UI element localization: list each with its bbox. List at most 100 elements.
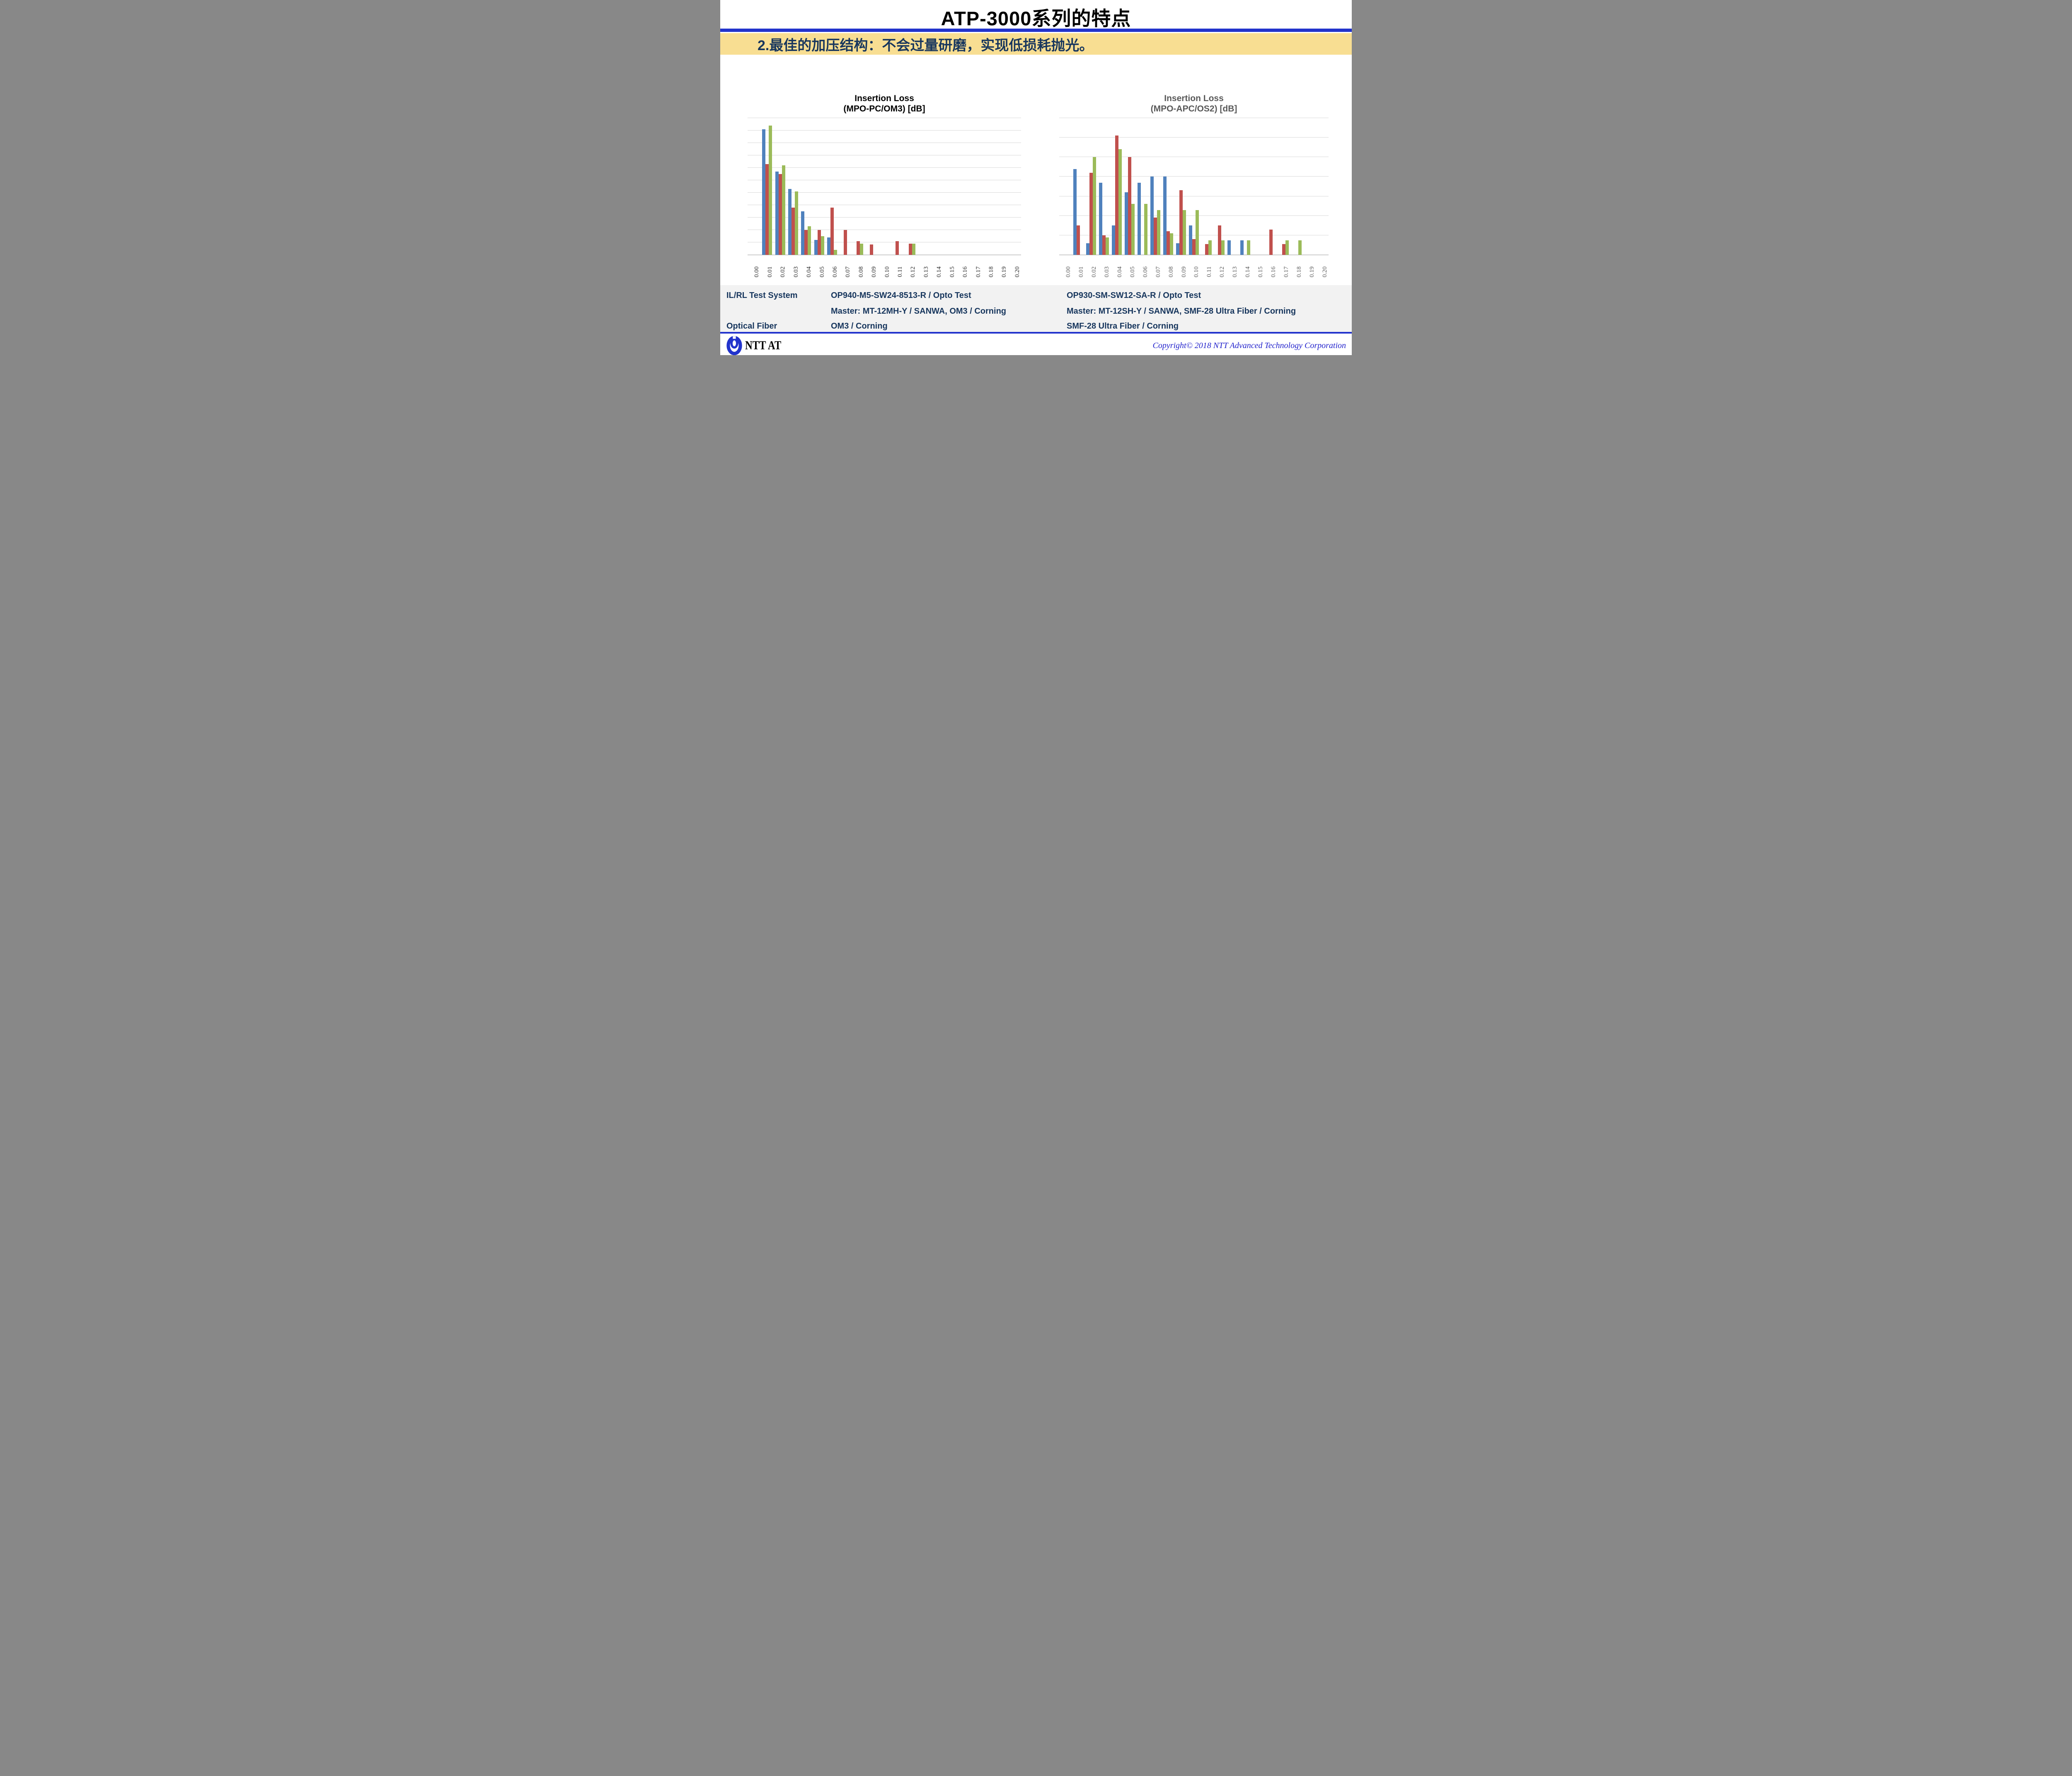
bar-group-0.04 bbox=[1111, 118, 1123, 255]
series-red-bar-0.06 bbox=[830, 208, 834, 255]
chart-title-line1: Insertion Loss bbox=[1164, 94, 1224, 103]
x-tick-label-0.19: 0.19 bbox=[1001, 266, 1008, 278]
bar-group-0.19 bbox=[1303, 118, 1316, 255]
series-blue-bar-0.04 bbox=[1112, 225, 1116, 255]
gridline bbox=[748, 130, 1021, 131]
bar-group-0.20 bbox=[1316, 118, 1329, 255]
bar-groups bbox=[748, 118, 1021, 255]
bar-group-0.01 bbox=[1072, 118, 1085, 255]
x-tick-label-0.00: 0.00 bbox=[753, 266, 760, 278]
x-tick-label-0.10: 0.10 bbox=[1193, 266, 1200, 278]
bar-group-0.07 bbox=[1149, 118, 1162, 255]
x-tick-label-0.13: 0.13 bbox=[922, 266, 929, 278]
x-tick-label-0.08: 0.08 bbox=[1167, 266, 1174, 278]
bar-group-0.20 bbox=[1008, 118, 1021, 255]
spec-right-optical-fiber: SMF-28 Ultra Fiber / Corning bbox=[1067, 322, 1179, 331]
series-blue-bar-0.09 bbox=[1176, 243, 1180, 255]
series-red-bar-0.11 bbox=[1205, 244, 1208, 255]
series-green-bar-0.11 bbox=[1208, 240, 1212, 255]
x-axis-labels: 0.00 0.01 0.02 0.03 0.04 0.05 0.06 0.07 0.08 0.09… bbox=[748, 256, 1021, 288]
series-green-bar-0.12 bbox=[1221, 240, 1225, 255]
series-red-bar-0.03 bbox=[791, 208, 795, 255]
spec-row-label-optical-fiber: Optical Fiber bbox=[726, 322, 777, 331]
bar-group-0.03 bbox=[1098, 118, 1111, 255]
series-blue-bar-0.07 bbox=[1150, 177, 1154, 255]
series-blue-bar-0.10 bbox=[1189, 225, 1192, 255]
series-red-bar-0.08 bbox=[857, 241, 860, 255]
x-tick-label-0.20: 0.20 bbox=[1014, 266, 1021, 278]
x-tick-label-0.18: 0.18 bbox=[988, 266, 995, 278]
x-tick-label-0.03: 0.03 bbox=[1103, 266, 1110, 278]
x-tick-label-0.20: 0.20 bbox=[1322, 266, 1329, 278]
page-title: ATP-3000系列的特点 bbox=[941, 7, 1131, 29]
bar-group-0.00 bbox=[748, 118, 760, 255]
x-tick-label-0.09: 0.09 bbox=[1180, 266, 1187, 278]
x-tick-label-0.12: 0.12 bbox=[1219, 266, 1226, 278]
chart-title-line1: Insertion Loss bbox=[854, 94, 914, 103]
bar-group-0.13 bbox=[1226, 118, 1239, 255]
series-green-bar-0.04 bbox=[808, 226, 811, 255]
bar-group-0.08 bbox=[1162, 118, 1175, 255]
subtitle-text: 2.最佳的加压结构：不会过量研磨，实现低损耗抛光。 bbox=[758, 37, 1094, 53]
series-blue-bar-0.03 bbox=[788, 189, 792, 255]
series-green-bar-0.03 bbox=[794, 191, 798, 255]
ntt-at-logo: NTT AT bbox=[726, 336, 789, 355]
bar-group-0.02 bbox=[774, 118, 787, 255]
series-green-bar-0.12 bbox=[912, 244, 915, 255]
bar-group-0.03 bbox=[787, 118, 799, 255]
series-green-bar-0.07 bbox=[1157, 210, 1161, 255]
plot-area bbox=[1059, 118, 1329, 255]
x-tick-label-0.15: 0.15 bbox=[1257, 266, 1264, 278]
gridline bbox=[748, 167, 1021, 168]
ntt-logo-mark-icon bbox=[726, 336, 742, 355]
series-red-bar-0.10 bbox=[1192, 239, 1196, 255]
series-red-bar-0.12 bbox=[908, 244, 912, 255]
bar-group-0.09 bbox=[1175, 118, 1188, 255]
x-tick-label-0.15: 0.15 bbox=[949, 266, 956, 278]
bar-group-0.18 bbox=[982, 118, 995, 255]
series-blue-bar-0.01 bbox=[1073, 169, 1077, 255]
series-blue-bar-0.02 bbox=[775, 172, 779, 255]
bar-group-0.05 bbox=[813, 118, 825, 255]
bar-group-0.01 bbox=[760, 118, 773, 255]
gridline bbox=[1059, 215, 1329, 216]
chart-title-line2: (MPO-APC/OS2) [dB] bbox=[1150, 104, 1237, 114]
spec-left-test-system-line2: Master: MT-12MH-Y / SANWA, OM3 / Corning bbox=[831, 307, 1006, 316]
plot-area bbox=[748, 118, 1021, 255]
series-red-bar-0.01 bbox=[1077, 225, 1080, 255]
bar-group-0.17 bbox=[1277, 118, 1290, 255]
x-tick-label-0.16: 0.16 bbox=[1270, 266, 1277, 278]
x-tick-label-0.04: 0.04 bbox=[806, 266, 813, 278]
series-green-bar-0.06 bbox=[834, 250, 838, 255]
series-green-bar-0.18 bbox=[1298, 240, 1302, 255]
x-tick-label-0.02: 0.02 bbox=[1090, 266, 1097, 278]
series-green-bar-0.04 bbox=[1118, 149, 1122, 255]
x-tick-label-0.01: 0.01 bbox=[766, 266, 773, 278]
series-red-bar-0.07 bbox=[1154, 218, 1157, 255]
x-tick-label-0.11: 0.11 bbox=[1206, 266, 1213, 277]
gridline bbox=[1059, 176, 1329, 177]
x-tick-label-0.17: 0.17 bbox=[975, 266, 982, 278]
series-red-bar-0.09 bbox=[869, 244, 873, 255]
chart-title: Insertion Loss (MPO-APC/OS2) [dB] bbox=[1059, 93, 1329, 114]
x-tick-label-0.06: 0.06 bbox=[1142, 266, 1149, 278]
bar-group-0.04 bbox=[800, 118, 813, 255]
spec-table: IL/RL Test System OP940-M5-SW24-8513-R /… bbox=[720, 285, 1352, 332]
series-blue-bar-0.08 bbox=[1163, 177, 1167, 255]
series-red-bar-0.03 bbox=[1102, 235, 1106, 255]
series-green-bar-0.01 bbox=[769, 126, 772, 255]
bar-group-0.14 bbox=[1239, 118, 1251, 255]
series-blue-bar-0.06 bbox=[1138, 182, 1141, 255]
series-blue-bar-0.05 bbox=[814, 240, 818, 255]
series-red-bar-0.05 bbox=[817, 230, 821, 255]
series-blue-bar-0.05 bbox=[1125, 192, 1128, 255]
x-tick-label-0.08: 0.08 bbox=[857, 266, 864, 278]
x-tick-label-0.10: 0.10 bbox=[884, 266, 891, 278]
x-tick-label-0.06: 0.06 bbox=[831, 266, 838, 278]
x-tick-label-0.18: 0.18 bbox=[1296, 266, 1303, 278]
series-green-bar-0.05 bbox=[821, 236, 824, 255]
spec-left-test-system-line1: OP940-M5-SW24-8513-R / Opto Test bbox=[831, 291, 971, 300]
series-red-bar-0.07 bbox=[843, 230, 847, 255]
series-blue-bar-0.02 bbox=[1086, 243, 1090, 255]
series-green-bar-0.08 bbox=[1170, 233, 1174, 255]
